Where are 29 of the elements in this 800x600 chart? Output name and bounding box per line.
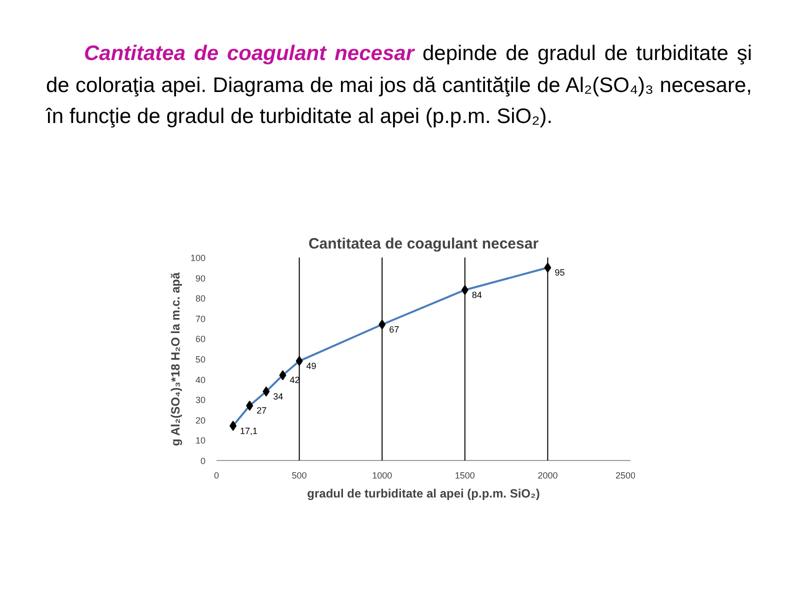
y-tick-label: 0 xyxy=(200,456,206,466)
data-label: 34 xyxy=(273,391,284,402)
data-label: 27 xyxy=(256,406,267,416)
y-tick-label: 90 xyxy=(195,273,206,284)
data-label: 49 xyxy=(306,361,316,372)
x-axis-title: gradul de turbiditate al apei (p.p.m. SiO₂) xyxy=(307,486,540,500)
data-label: 84 xyxy=(472,290,482,300)
data-label: 67 xyxy=(389,324,400,334)
data-label: 17,1 xyxy=(240,426,258,436)
x-tick-label: 2000 xyxy=(538,470,558,480)
y-tick-label: 60 xyxy=(195,334,206,344)
y-tick-label: 40 xyxy=(195,374,206,385)
y-tick-label: 50 xyxy=(195,354,206,364)
y-tick-label: 30 xyxy=(195,395,206,406)
x-tick-label: 500 xyxy=(292,470,307,480)
y-tick-label: 100 xyxy=(190,253,206,263)
x-tick-label: 1500 xyxy=(454,470,475,480)
data-label: 95 xyxy=(554,268,565,278)
chart-title: Cantitatea de coagulant necesar xyxy=(308,236,539,252)
y-tick-label: 70 xyxy=(195,314,206,324)
y-tick-label: 10 xyxy=(195,436,206,446)
y-tick-label: 20 xyxy=(195,415,206,426)
x-tick-label: 2500 xyxy=(615,470,636,480)
x-tick-label: 0 xyxy=(214,470,220,480)
text: Cantitatea de coagulant necesar xyxy=(84,42,414,65)
data-label: 42 xyxy=(290,375,300,386)
y-axis-title: g Al₂(SO₄)₃*18 H₂O la m.c. apă xyxy=(168,272,182,446)
x-tick-label: 1000 xyxy=(372,470,392,480)
y-tick-label: 80 xyxy=(195,294,206,304)
